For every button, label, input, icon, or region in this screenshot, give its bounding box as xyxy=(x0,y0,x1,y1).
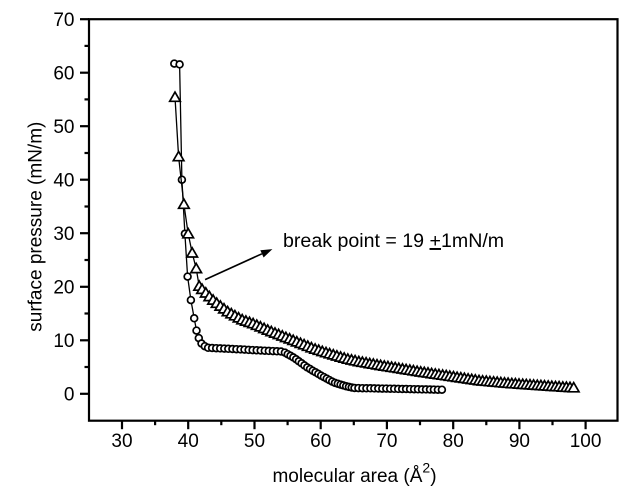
svg-text:0: 0 xyxy=(64,384,75,405)
svg-text:40: 40 xyxy=(178,431,199,452)
svg-text:30: 30 xyxy=(111,431,132,452)
svg-text:30: 30 xyxy=(53,224,74,245)
svg-text:surface pressure (mN/m): surface pressure (mN/m) xyxy=(26,122,47,332)
svg-text:60: 60 xyxy=(53,63,74,84)
svg-text:60: 60 xyxy=(310,431,331,452)
svg-text:100: 100 xyxy=(570,431,602,452)
svg-text:80: 80 xyxy=(443,431,464,452)
svg-text:50: 50 xyxy=(244,431,265,452)
svg-text:20: 20 xyxy=(53,277,74,298)
svg-text:40: 40 xyxy=(53,170,74,191)
svg-text:break point = 19 +1mN/m: break point = 19 +1mN/m xyxy=(283,230,504,252)
svg-text:90: 90 xyxy=(509,431,530,452)
svg-text:10: 10 xyxy=(53,331,74,352)
svg-text:70: 70 xyxy=(53,10,74,31)
svg-text:50: 50 xyxy=(53,117,74,138)
svg-text:70: 70 xyxy=(376,431,397,452)
